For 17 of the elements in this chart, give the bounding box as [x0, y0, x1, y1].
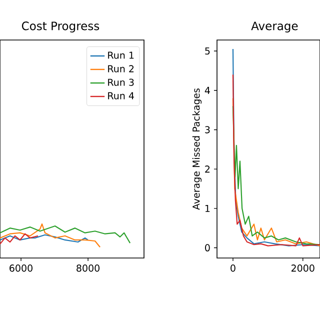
chart-title: Average	[251, 22, 298, 32]
x-tick-label: 8000	[76, 264, 100, 272]
y-tick-label: 5	[205, 47, 210, 55]
x-tick-label: 6000	[10, 264, 32, 272]
x-tick-label: 0	[230, 264, 236, 272]
y-tick-label: 0	[205, 244, 210, 252]
y-tick-label: 4	[204, 86, 210, 94]
legend-label: Run 2	[108, 65, 134, 72]
legend-label: Run 1	[108, 52, 134, 59]
legend-label: Run 3	[108, 78, 134, 86]
y-tick-label: 1	[205, 204, 210, 212]
x-tick-label: 2000	[291, 264, 314, 272]
chart-title: Cost Progress	[22, 22, 100, 32]
legend-label: Run 4	[108, 92, 134, 100]
y-tick-label: 2	[205, 166, 210, 173]
y-axis-title: Average Missed Packages	[192, 88, 202, 210]
y-tick-label: 3	[205, 126, 210, 134]
